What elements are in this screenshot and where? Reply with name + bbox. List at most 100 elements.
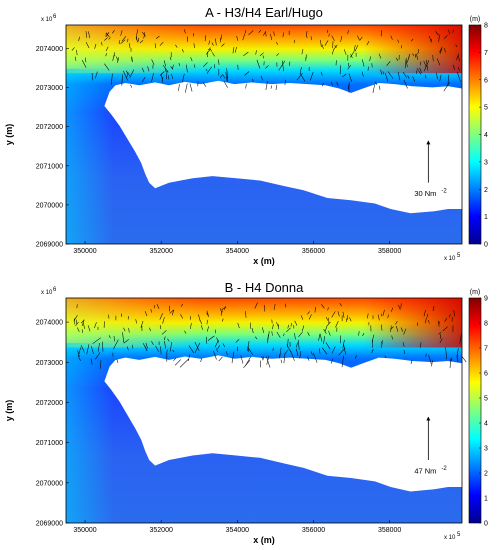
- stress-vector: [444, 47, 446, 53]
- stress-vectors: [71, 29, 463, 93]
- stress-vector: [439, 338, 443, 344]
- stress-vector: [135, 36, 139, 43]
- stress-vector: [248, 30, 254, 36]
- stress-vector: [278, 60, 286, 71]
- colorbar-tick-label: 4: [484, 132, 488, 139]
- x-tick-label: 356000: [302, 248, 325, 255]
- stress-vector: [129, 69, 135, 79]
- stress-vector: [95, 352, 101, 360]
- stress-vector: [296, 72, 303, 81]
- chart-title: B - H4 Donna: [225, 280, 305, 295]
- stress-vector: [432, 306, 435, 311]
- stress-vector: [296, 348, 299, 356]
- stress-vector: [339, 303, 343, 307]
- stress-vector: [123, 339, 129, 344]
- stress-vector: [166, 349, 168, 353]
- stress-vector: [108, 36, 111, 40]
- stress-vector: [327, 307, 329, 311]
- stress-vector: [120, 30, 123, 36]
- x-tick-label: 354000: [226, 527, 249, 534]
- stress-vector: [159, 313, 163, 320]
- stress-vector: [175, 44, 178, 48]
- stress-vector: [260, 75, 263, 81]
- stress-vector: [328, 330, 331, 336]
- x-tick-label: 356000: [302, 527, 325, 534]
- stress-vector: [73, 318, 76, 325]
- stress-vector: [170, 66, 174, 70]
- stress-vector: [200, 325, 203, 330]
- stress-vector: [104, 37, 108, 41]
- stress-vector: [380, 324, 383, 331]
- stress-vector: [403, 79, 408, 89]
- stress-vector: [207, 335, 215, 341]
- west-shelf-gradient: [66, 68, 114, 244]
- stress-vector: [350, 51, 354, 58]
- stress-vector: [135, 319, 137, 324]
- stress-vector: [279, 347, 282, 357]
- stress-vector: [193, 64, 196, 68]
- stress-vector: [245, 311, 247, 318]
- stress-vector: [443, 35, 448, 39]
- stress-vector: [305, 35, 308, 39]
- stress-vector: [319, 348, 321, 354]
- y-tick-label: 2072000: [36, 124, 63, 131]
- stress-vector: [391, 335, 393, 340]
- stress-vector: [276, 331, 281, 338]
- stress-vector: [76, 304, 78, 309]
- stress-vector: [273, 303, 276, 310]
- stress-vector: [143, 32, 146, 39]
- stress-vector: [347, 30, 349, 35]
- plot-frame: [65, 297, 463, 524]
- stress-vector: [382, 309, 385, 316]
- colorbar-tick-label: 7: [484, 346, 488, 353]
- stress-vector: [324, 326, 328, 332]
- stress-vector: [456, 71, 461, 82]
- stress-vector: [429, 36, 432, 42]
- stress-vector: [380, 342, 383, 348]
- stress-vector: [400, 327, 403, 332]
- stress-vector: [280, 359, 283, 363]
- stress-vector: [123, 327, 126, 332]
- y-tick-label: 2072000: [36, 400, 63, 407]
- stress-vector: [243, 51, 249, 57]
- stress-vector: [185, 83, 188, 93]
- stress-vector: [342, 311, 345, 318]
- stress-vector: [308, 314, 312, 320]
- scale-arrow-label: 30 Nm: [414, 189, 436, 198]
- stress-vector: [326, 316, 328, 321]
- stress-vector: [181, 48, 184, 53]
- stress-vector: [410, 38, 414, 42]
- stress-vector: [130, 84, 133, 88]
- stress-vector: [202, 82, 207, 87]
- stress-vector: [222, 343, 226, 348]
- colorbar-tick-label: 0: [484, 521, 488, 528]
- stress-vector: [420, 61, 422, 66]
- stress-vector: [271, 331, 273, 336]
- stress-vector: [400, 303, 402, 309]
- stress-vector: [294, 320, 298, 326]
- stress-vector: [142, 32, 146, 37]
- stress-vector: [105, 32, 110, 37]
- stress-vector: [102, 341, 104, 352]
- stress-vector: [94, 43, 97, 49]
- stress-vector: [382, 71, 384, 75]
- stress-vector: [76, 49, 78, 56]
- stress-vector: [430, 38, 433, 43]
- stress-vector: [337, 311, 340, 317]
- stress-vector: [151, 73, 154, 82]
- stress-vector: [259, 52, 264, 57]
- stress-vector: [222, 74, 226, 79]
- stress-vector: [444, 317, 448, 322]
- stress-vector: [180, 314, 184, 319]
- x-multiplier-exponent: 5: [457, 532, 461, 538]
- stress-vector: [164, 340, 166, 349]
- colorbar-tick-label: 7: [484, 50, 488, 57]
- stress-vector: [273, 31, 275, 36]
- stress-vector: [453, 310, 455, 317]
- stress-vector: [307, 331, 310, 337]
- stress-vector: [216, 337, 220, 343]
- stress-vector: [286, 344, 292, 353]
- stress-vector: [408, 53, 411, 59]
- stress-vector: [328, 33, 330, 37]
- stress-vector: [266, 356, 271, 368]
